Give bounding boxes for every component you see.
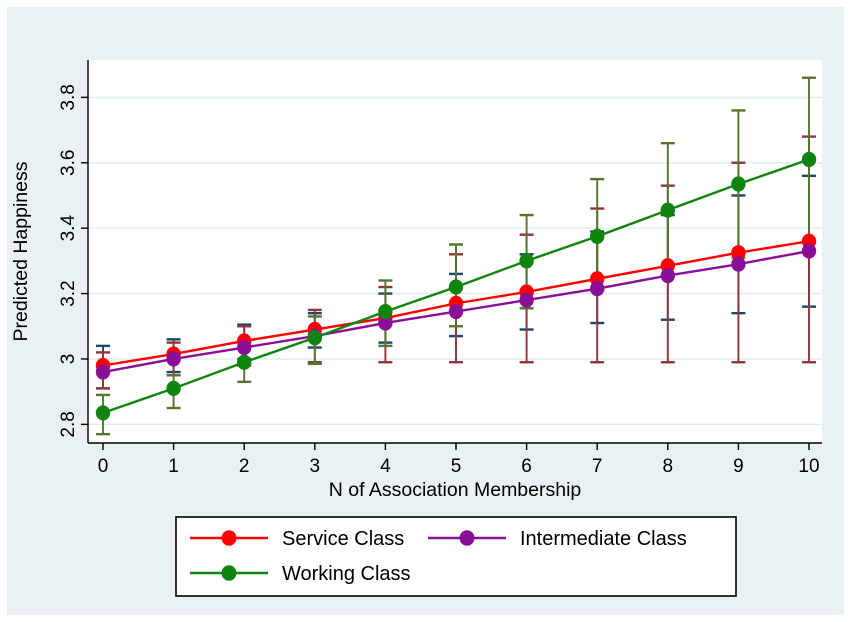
data-point-working-class xyxy=(237,354,252,370)
data-point-intermediate-class xyxy=(95,364,111,380)
data-point-working-class xyxy=(307,330,322,346)
legend-swatch-marker xyxy=(221,565,237,581)
y-tick-label: 3.6 xyxy=(58,150,79,176)
data-point-intermediate-class xyxy=(519,292,534,308)
data-point-intermediate-class xyxy=(590,281,605,297)
x-tick-label: 8 xyxy=(663,456,674,477)
x-tick-label: 6 xyxy=(521,456,532,477)
data-point-service-class xyxy=(731,245,746,261)
data-point-working-class xyxy=(731,176,746,192)
data-point-working-class xyxy=(590,228,605,244)
data-point-intermediate-class xyxy=(237,339,252,356)
legend-swatch-marker xyxy=(459,530,475,546)
y-tick-label: 3.4 xyxy=(58,215,79,242)
x-tick-label: 5 xyxy=(451,456,462,477)
y-tick-label: 3.8 xyxy=(58,84,79,110)
y-tick-label: 3 xyxy=(58,354,79,365)
data-point-working-class xyxy=(95,405,111,421)
y-tick-label: 2.8 xyxy=(58,411,79,437)
legend-label: Working Class xyxy=(282,563,411,585)
x-tick-label: 10 xyxy=(798,456,819,477)
y-tick-label: 3.2 xyxy=(58,280,79,306)
x-tick-label: 4 xyxy=(380,456,391,477)
data-point-working-class xyxy=(660,202,675,218)
data-point-working-class xyxy=(801,151,817,168)
x-tick-label: 9 xyxy=(733,456,744,477)
legend-item-working-class: Working Class xyxy=(190,563,411,585)
data-point-intermediate-class xyxy=(166,351,181,367)
data-point-intermediate-class xyxy=(378,315,393,331)
y-axis-title: Predicted Happiness xyxy=(10,161,32,341)
x-axis-title: N of Association Membership xyxy=(329,479,582,501)
data-point-intermediate-class xyxy=(801,243,817,259)
data-point-intermediate-class xyxy=(660,267,675,284)
legend-label: Service Class xyxy=(282,528,404,550)
data-point-intermediate-class xyxy=(731,256,746,272)
legend-swatch-marker xyxy=(221,530,237,546)
plot-area xyxy=(88,60,822,443)
x-tick-label: 2 xyxy=(239,456,250,477)
data-point-working-class xyxy=(519,253,534,269)
legend-item-service-class: Service Class xyxy=(190,528,404,550)
data-point-working-class xyxy=(378,303,393,320)
legend-item-intermediate-class: Intermediate Class xyxy=(428,528,687,550)
data-point-working-class xyxy=(166,380,181,396)
data-point-intermediate-class xyxy=(448,303,464,320)
legend-label: Intermediate Class xyxy=(520,528,687,550)
data-point-working-class xyxy=(448,279,464,295)
x-tick-label: 1 xyxy=(168,456,179,477)
x-tick-label: 7 xyxy=(592,456,603,477)
x-tick-label: 3 xyxy=(310,456,321,477)
x-tick-label: 0 xyxy=(98,456,109,477)
legend-box xyxy=(175,516,737,597)
